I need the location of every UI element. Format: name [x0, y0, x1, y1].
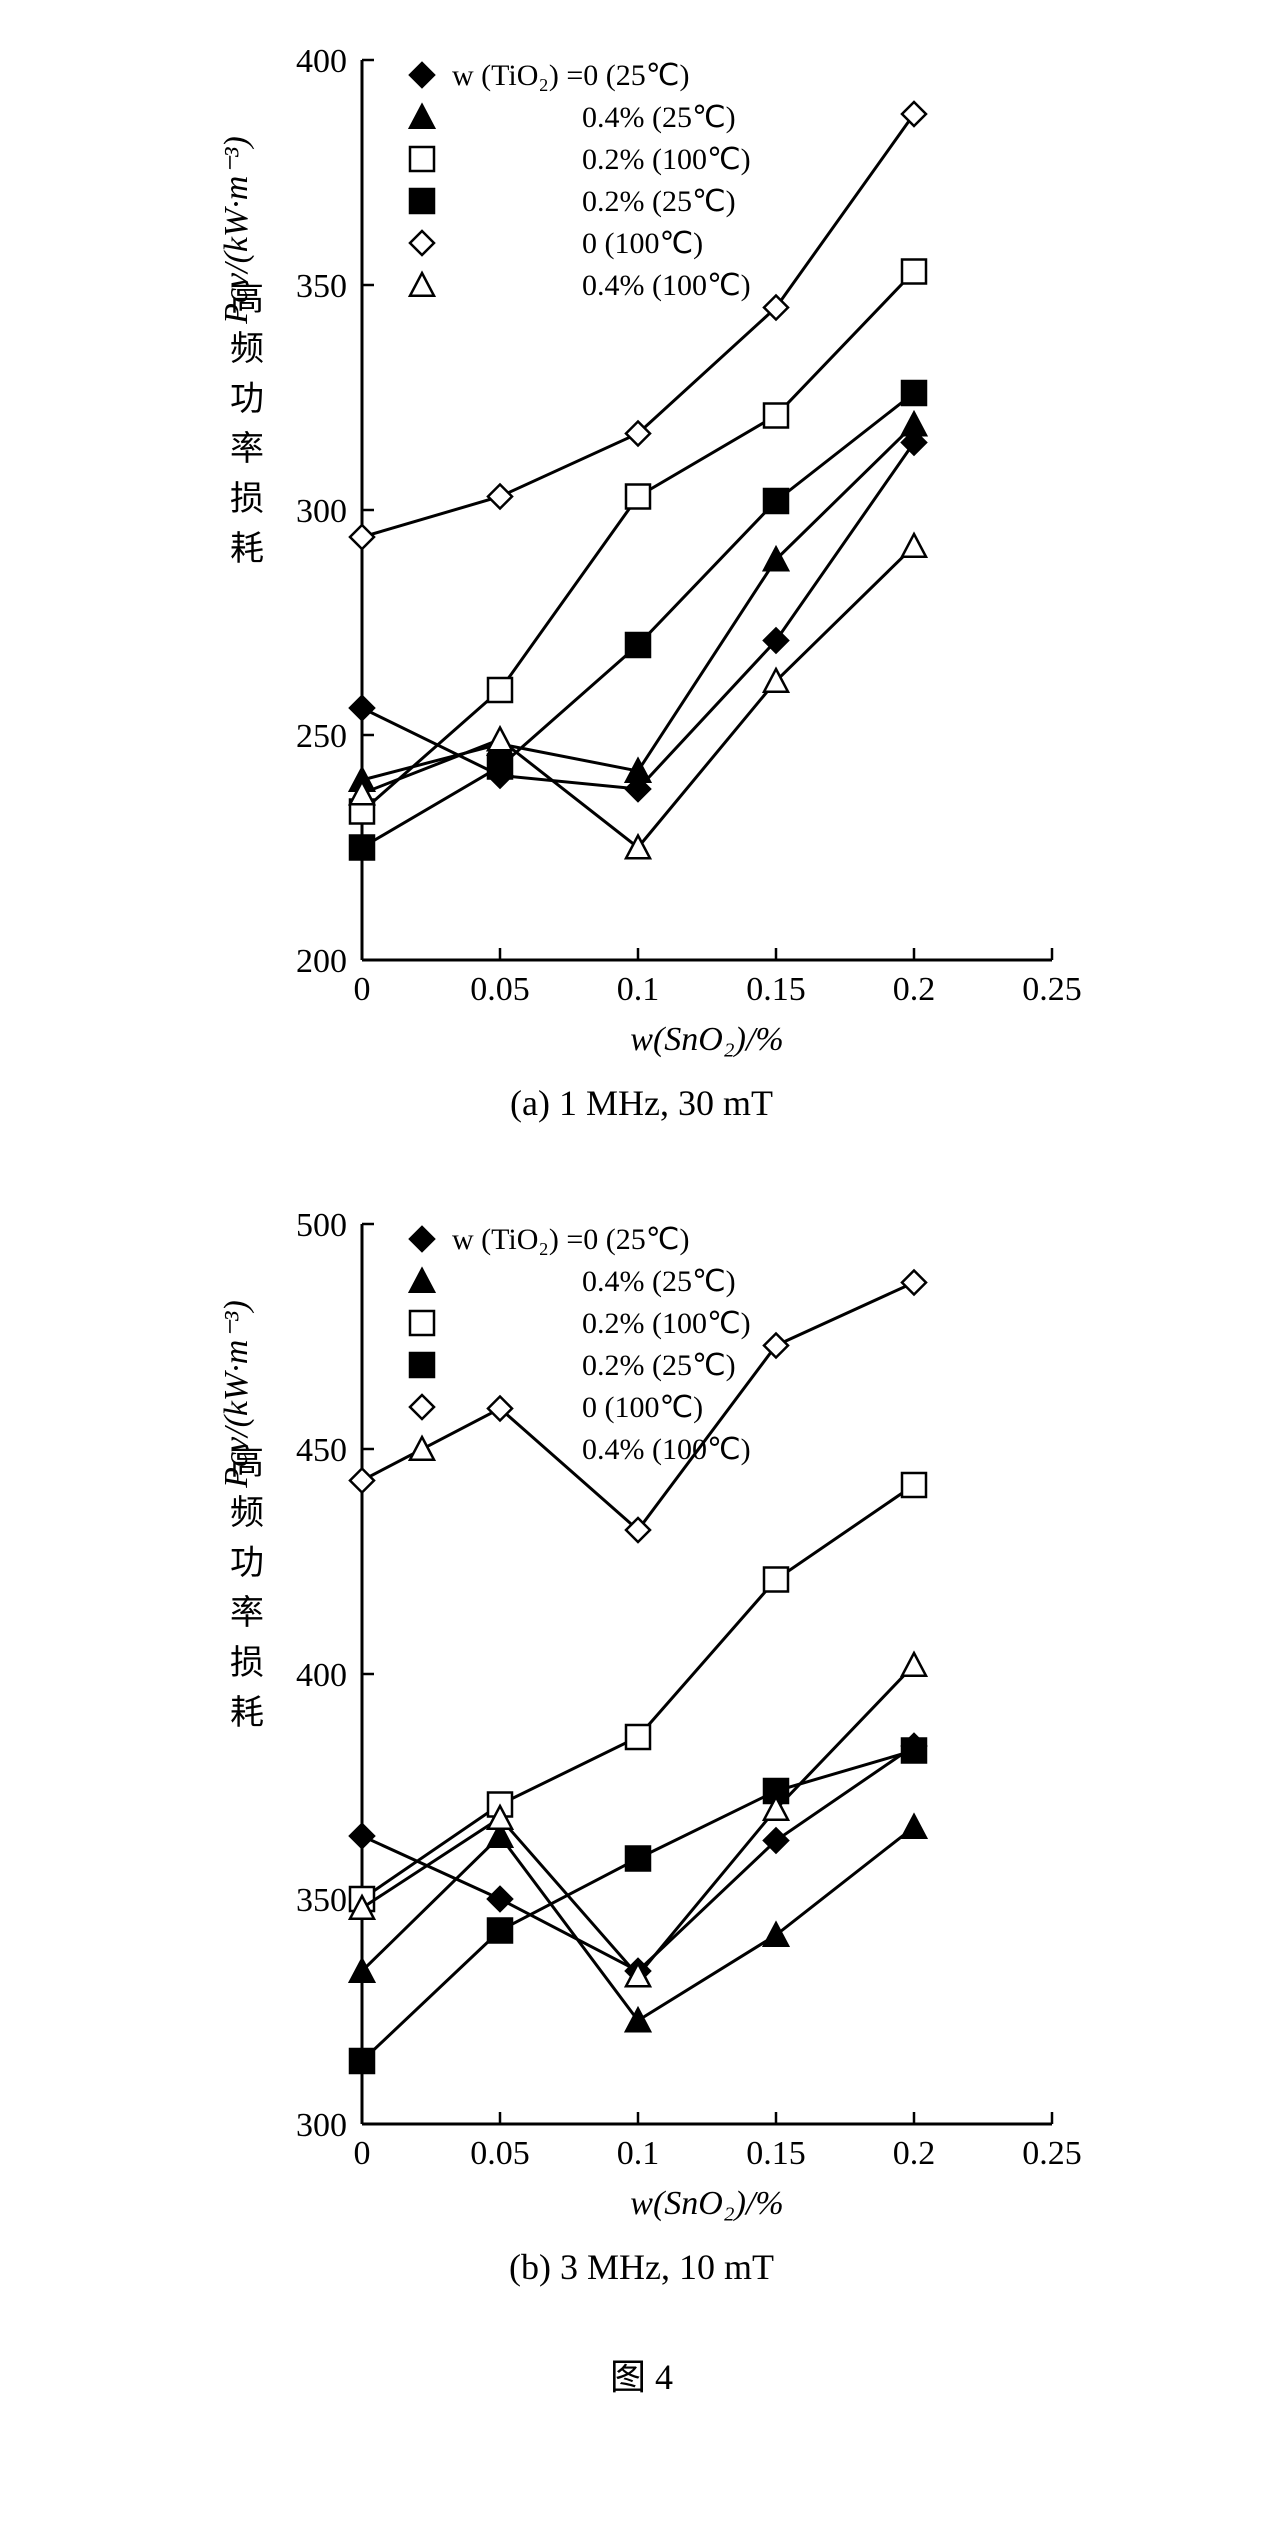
- svg-text:0.2: 0.2: [892, 2135, 935, 2172]
- svg-text:功: 功: [230, 381, 264, 418]
- svg-text:耗: 耗: [230, 531, 264, 568]
- svg-text:0.15: 0.15: [746, 971, 806, 1008]
- svg-text:300: 300: [296, 2107, 347, 2144]
- svg-text:w (TiO₂) =0 (25℃): w (TiO₂) =0 (25℃): [452, 1223, 689, 1256]
- svg-text:350: 350: [296, 1882, 347, 1919]
- svg-text:0.4% (100℃): 0.4% (100℃): [582, 1433, 751, 1466]
- svg-text:w (TiO₂) =0 (25℃): w (TiO₂) =0 (25℃): [452, 59, 689, 92]
- chart-b-wrap: 0 0.05 0.1 0.15 0.2 0.25 300 350 400 450 500 w(SnO₂…: [192, 1184, 1092, 2288]
- chart-a: 0 0.05 0.1 0.15 0.2 0.25 200 250 300 350 400 w(SnO₂…: [192, 20, 1092, 1070]
- svg-text:0.2% (25℃): 0.2% (25℃): [582, 1349, 736, 1382]
- svg-text:频: 频: [230, 330, 264, 368]
- svg-text:200: 200: [296, 943, 347, 980]
- svg-text:0.2% (100℃): 0.2% (100℃): [582, 1307, 751, 1340]
- svg-text:功: 功: [230, 1545, 264, 1582]
- svg-text:0: 0: [353, 971, 370, 1008]
- svg-text:450: 450: [296, 1432, 347, 1469]
- svg-text:率: 率: [230, 430, 264, 468]
- svg-text:400: 400: [296, 1657, 347, 1694]
- figure-container: 0 0.05 0.1 0.15 0.2 0.25 200 250 300 350 400 w(SnO₂…: [192, 20, 1092, 2400]
- svg-text:0.4% (25℃): 0.4% (25℃): [582, 101, 736, 134]
- svg-text:250: 250: [296, 718, 347, 755]
- svg-text:率: 率: [230, 1594, 264, 1632]
- chart-b: 0 0.05 0.1 0.15 0.2 0.25 300 350 400 450 500 w(SnO₂…: [192, 1184, 1092, 2234]
- svg-text:500: 500: [296, 1207, 347, 1244]
- svg-text:0.25: 0.25: [1022, 971, 1082, 1008]
- svg-text:0.2: 0.2: [892, 971, 935, 1008]
- chart-a-wrap: 0 0.05 0.1 0.15 0.2 0.25 200 250 300 350 400 w(SnO₂…: [192, 20, 1092, 1124]
- svg-text:0.2% (100℃): 0.2% (100℃): [582, 143, 751, 176]
- svg-text:高: 高: [230, 280, 264, 318]
- svg-text:高: 高: [230, 1444, 264, 1482]
- svg-text:0: 0: [353, 2135, 370, 2172]
- svg-text:0.2% (25℃): 0.2% (25℃): [582, 185, 736, 218]
- svg-text:350: 350: [296, 268, 347, 305]
- figure-caption: 图 4: [192, 2348, 1092, 2400]
- svg-text:损: 损: [230, 1644, 264, 1682]
- svg-text:0 (100℃): 0 (100℃): [582, 1391, 703, 1424]
- svg-text:400: 400: [296, 43, 347, 80]
- svg-text:频: 频: [230, 1494, 264, 1532]
- svg-text:耗: 耗: [230, 1695, 264, 1732]
- svg-text:0.1: 0.1: [616, 2135, 659, 2172]
- svg-text:0.05: 0.05: [470, 971, 530, 1008]
- svg-text:0.4% (100℃): 0.4% (100℃): [582, 269, 751, 302]
- svg-text:0.15: 0.15: [746, 2135, 806, 2172]
- svg-text:0.4% (25℃): 0.4% (25℃): [582, 1265, 736, 1298]
- chart-b-subtitle: (b) 3 MHz, 10 mT: [192, 2246, 1092, 2288]
- svg-text:0 (100℃): 0 (100℃): [582, 227, 703, 260]
- svg-text:0.1: 0.1: [616, 971, 659, 1008]
- svg-text:w(SnO₂)/%: w(SnO₂)/%: [630, 2185, 783, 2222]
- svg-text:损: 损: [230, 480, 264, 518]
- svg-text:0.25: 0.25: [1022, 2135, 1082, 2172]
- chart-a-subtitle: (a) 1 MHz, 30 mT: [192, 1082, 1092, 1124]
- svg-text:w(SnO₂)/%: w(SnO₂)/%: [630, 1021, 783, 1058]
- svg-text:300: 300: [296, 493, 347, 530]
- svg-text:0.05: 0.05: [470, 2135, 530, 2172]
